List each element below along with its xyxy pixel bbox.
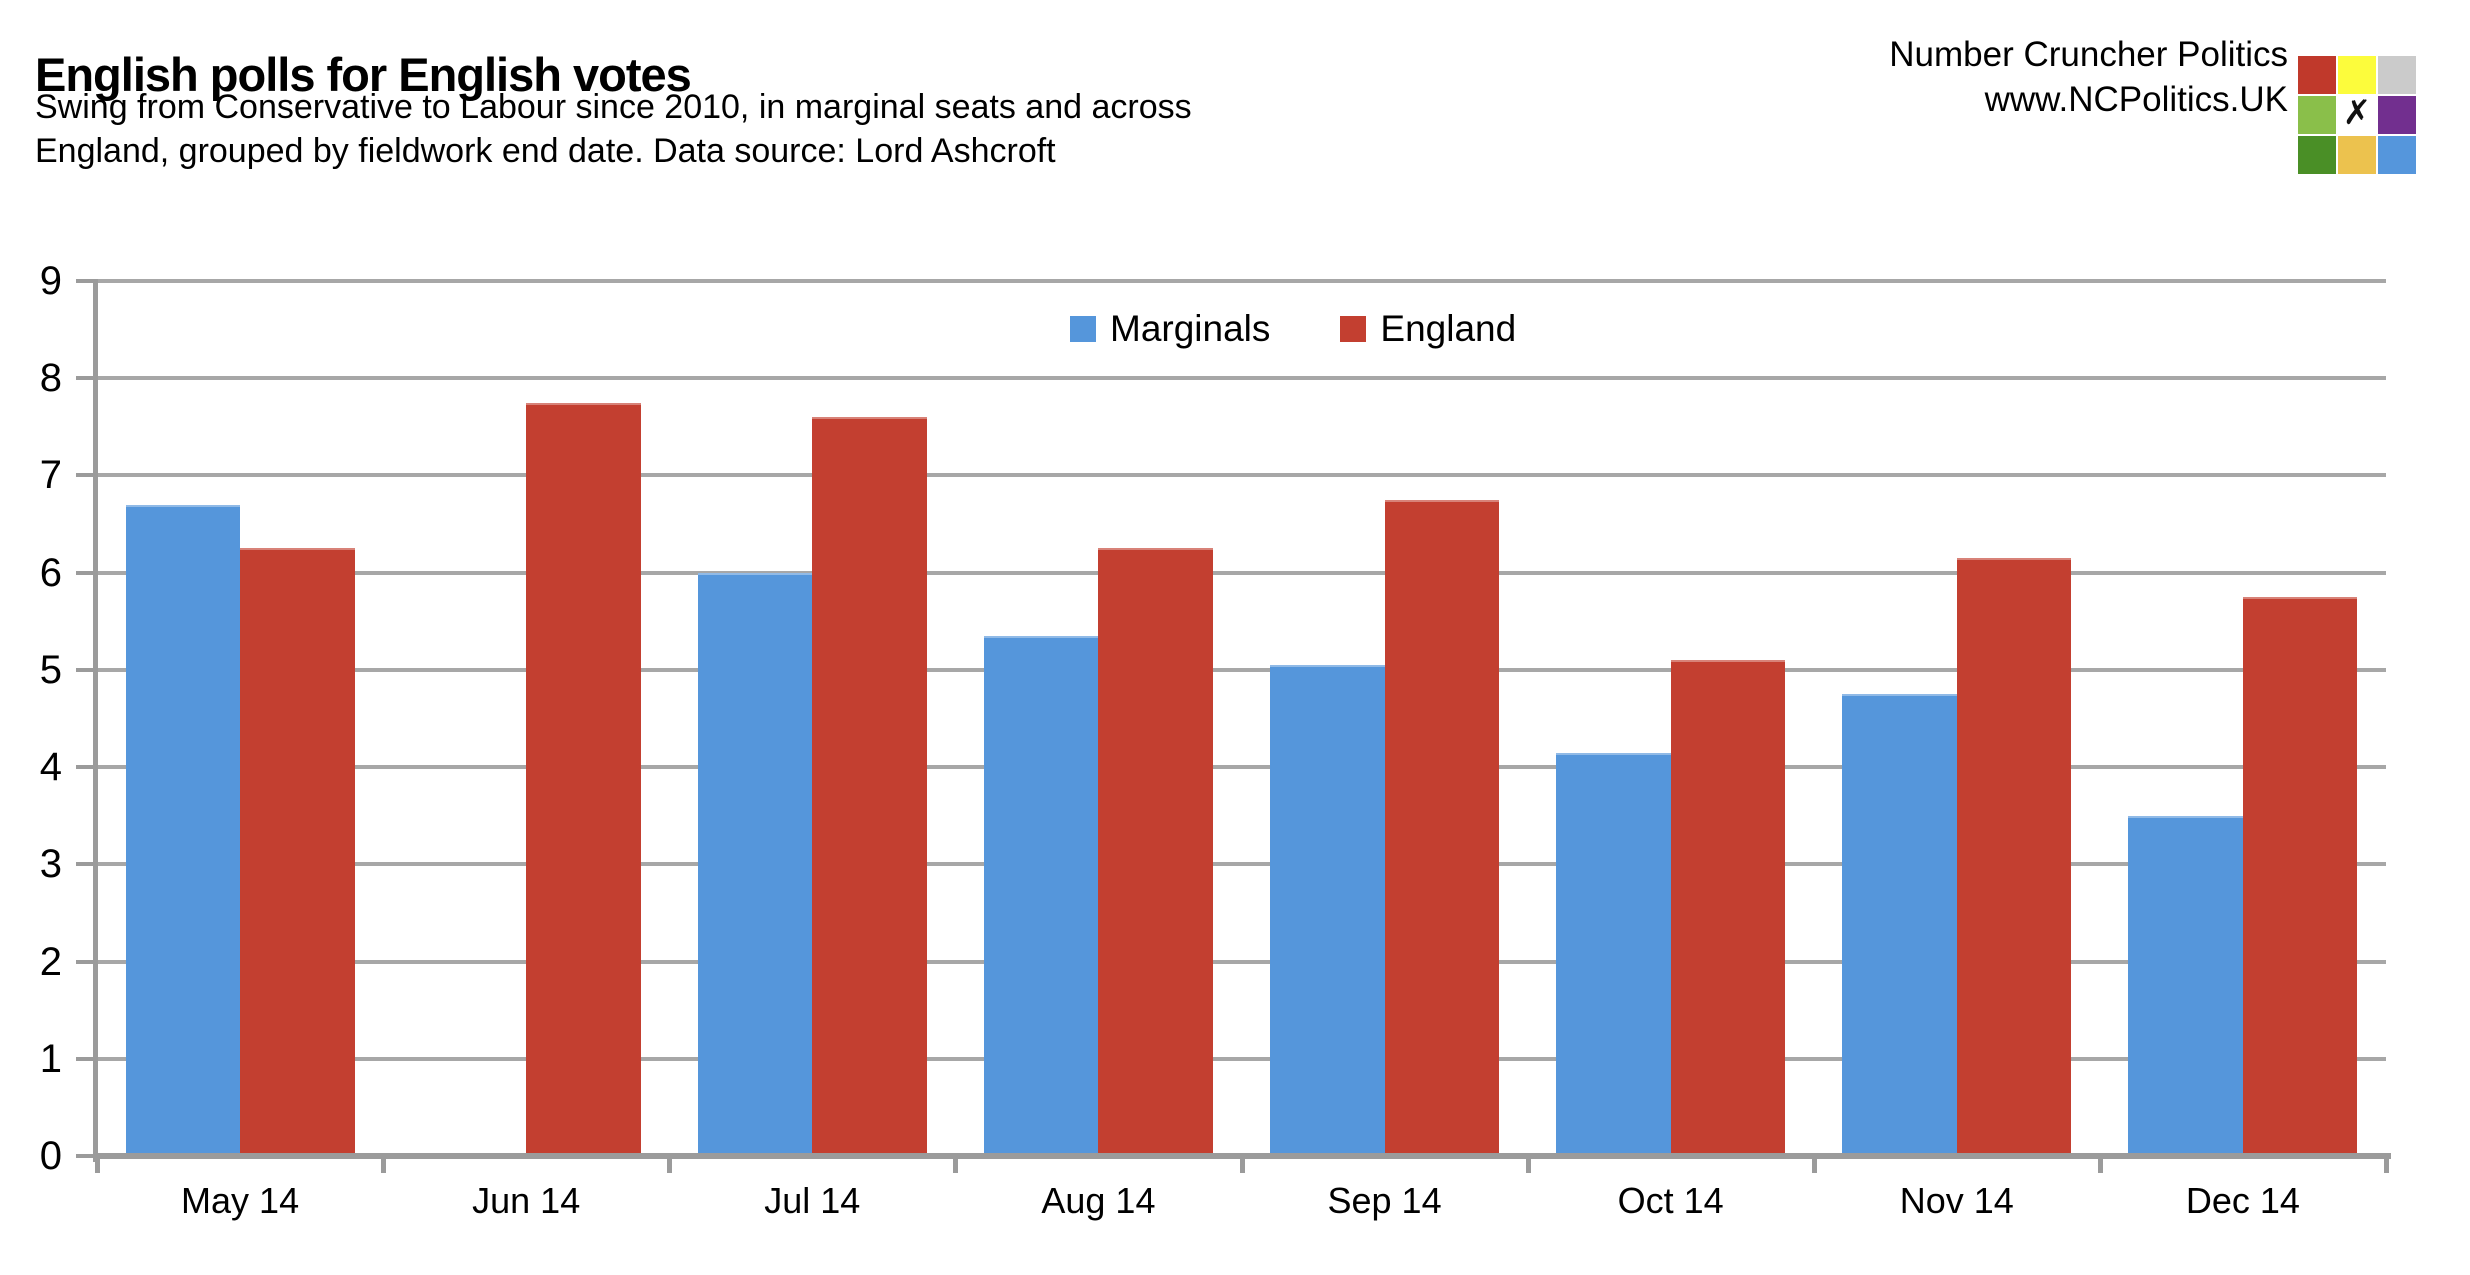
y-axis-tick — [76, 376, 94, 381]
bar-marginals-jul-14 — [697, 572, 813, 1156]
x-tick-label: Aug 14 — [1041, 1180, 1156, 1221]
logo-cell-white-x: ✗ — [2338, 93, 2376, 134]
logo-cell-gold — [2338, 136, 2376, 174]
x-axis-tick — [1239, 1156, 1245, 1173]
y-axis-tick — [76, 862, 94, 867]
ballot-x-icon: ✗ — [2342, 93, 2372, 133]
x-tick-label: Oct 14 — [1617, 1180, 1724, 1221]
gridline-5 — [97, 667, 2386, 672]
y-tick-label: 9 — [39, 259, 62, 303]
logo-cell-yellow-green — [2298, 96, 2336, 134]
gridline-8 — [97, 376, 2386, 381]
y-axis-tick — [76, 473, 94, 478]
ncpolitics-logo: ✗ — [2298, 56, 2416, 174]
x-axis-tick — [1811, 1156, 1817, 1173]
x-axis-tick — [381, 1156, 387, 1173]
bar-england-aug-14 — [1098, 548, 1213, 1156]
brand-name: Number Cruncher Politics — [1889, 35, 2288, 74]
bar-england-jun-14 — [526, 402, 641, 1156]
logo-cell-yellow — [2338, 56, 2376, 94]
x-axis-tick — [953, 1156, 959, 1173]
x-axis-tick — [667, 1156, 673, 1173]
x-axis-tick — [2097, 1156, 2103, 1173]
bar-marginals-oct-14 — [1556, 752, 1671, 1156]
logo-cell-purple — [2378, 96, 2416, 134]
y-tick-label: 8 — [39, 356, 62, 401]
x-axis-tick — [95, 1156, 100, 1173]
bar-england-jul-14 — [812, 417, 927, 1156]
legend-label-england: England — [1380, 308, 1517, 349]
bar-marginals-may-14 — [125, 504, 241, 1156]
bar-england-nov-14 — [1956, 558, 2072, 1156]
y-tick-label: 6 — [39, 550, 62, 595]
y-axis-line — [93, 279, 98, 1162]
gridline-9 — [97, 279, 2386, 283]
bar-england-dec-14 — [2242, 596, 2358, 1156]
x-axis-tick — [1525, 1156, 1531, 1173]
gridline-1 — [97, 1056, 2386, 1061]
y-axis-tick — [76, 765, 94, 770]
y-tick-label: 7 — [39, 453, 62, 498]
y-axis-tick — [76, 1056, 94, 1061]
legend-swatch-england — [1340, 315, 1367, 342]
y-tick-label: 0 — [39, 1134, 62, 1178]
bar-marginals-aug-14 — [983, 635, 1099, 1156]
y-axis-tick — [76, 959, 94, 964]
x-tick-label: Sep 14 — [1327, 1180, 1442, 1221]
chart-subtitle-line2: England, grouped by fieldwork end date. … — [35, 132, 1056, 170]
legend-item-marginals: Marginals — [1070, 310, 1270, 347]
chart-subtitle-line1: Swing from Conservative to Labour since … — [35, 88, 1192, 126]
bar-marginals-nov-14 — [1842, 694, 1957, 1156]
logo-cell-gray — [2378, 56, 2416, 94]
legend-swatch-marginals — [1070, 315, 1096, 342]
gridline-7 — [97, 473, 2386, 478]
logo-cell-red — [2298, 56, 2336, 94]
brand-block: Number Cruncher Politics www.NCPolitics.… — [1889, 32, 2288, 122]
y-axis-tick — [76, 570, 94, 575]
y-axis-tick — [76, 1154, 94, 1158]
y-axis-tick — [76, 667, 94, 672]
x-tick-label: Jun 14 — [472, 1180, 581, 1221]
x-axis-tick — [2384, 1156, 2389, 1173]
brand-url: www.NCPolitics.UK — [1984, 80, 2288, 119]
y-tick-label: 4 — [39, 745, 62, 790]
gridline-3 — [97, 862, 2386, 867]
legend-item-england: England — [1340, 310, 1516, 347]
chart-title: English polls for English votes — [35, 48, 692, 102]
logo-cell-blue — [2378, 136, 2416, 174]
gridline-4 — [97, 765, 2386, 770]
bar-england-oct-14 — [1670, 660, 1786, 1156]
y-axis-tick — [76, 279, 94, 283]
x-tick-label: May 14 — [181, 1180, 300, 1221]
bar-england-sep-14 — [1384, 499, 1499, 1156]
y-tick-label: 5 — [39, 647, 62, 692]
bar-marginals-dec-14 — [2128, 815, 2243, 1156]
legend: Marginals England — [1070, 310, 1516, 347]
x-tick-label: Jul 14 — [764, 1180, 861, 1221]
y-tick-label: 3 — [39, 842, 62, 887]
x-tick-label: Dec 14 — [2185, 1180, 2300, 1221]
gridline-6 — [97, 570, 2386, 575]
y-tick-label: 1 — [39, 1036, 62, 1081]
bar-marginals-sep-14 — [1270, 665, 1385, 1156]
gridline-2 — [97, 959, 2386, 964]
bar-england-may-14 — [240, 548, 355, 1156]
x-tick-label: Nov 14 — [1899, 1180, 2014, 1221]
legend-label-marginals: Marginals — [1110, 308, 1271, 349]
logo-cell-green — [2298, 136, 2336, 174]
y-tick-label: 2 — [39, 939, 62, 984]
